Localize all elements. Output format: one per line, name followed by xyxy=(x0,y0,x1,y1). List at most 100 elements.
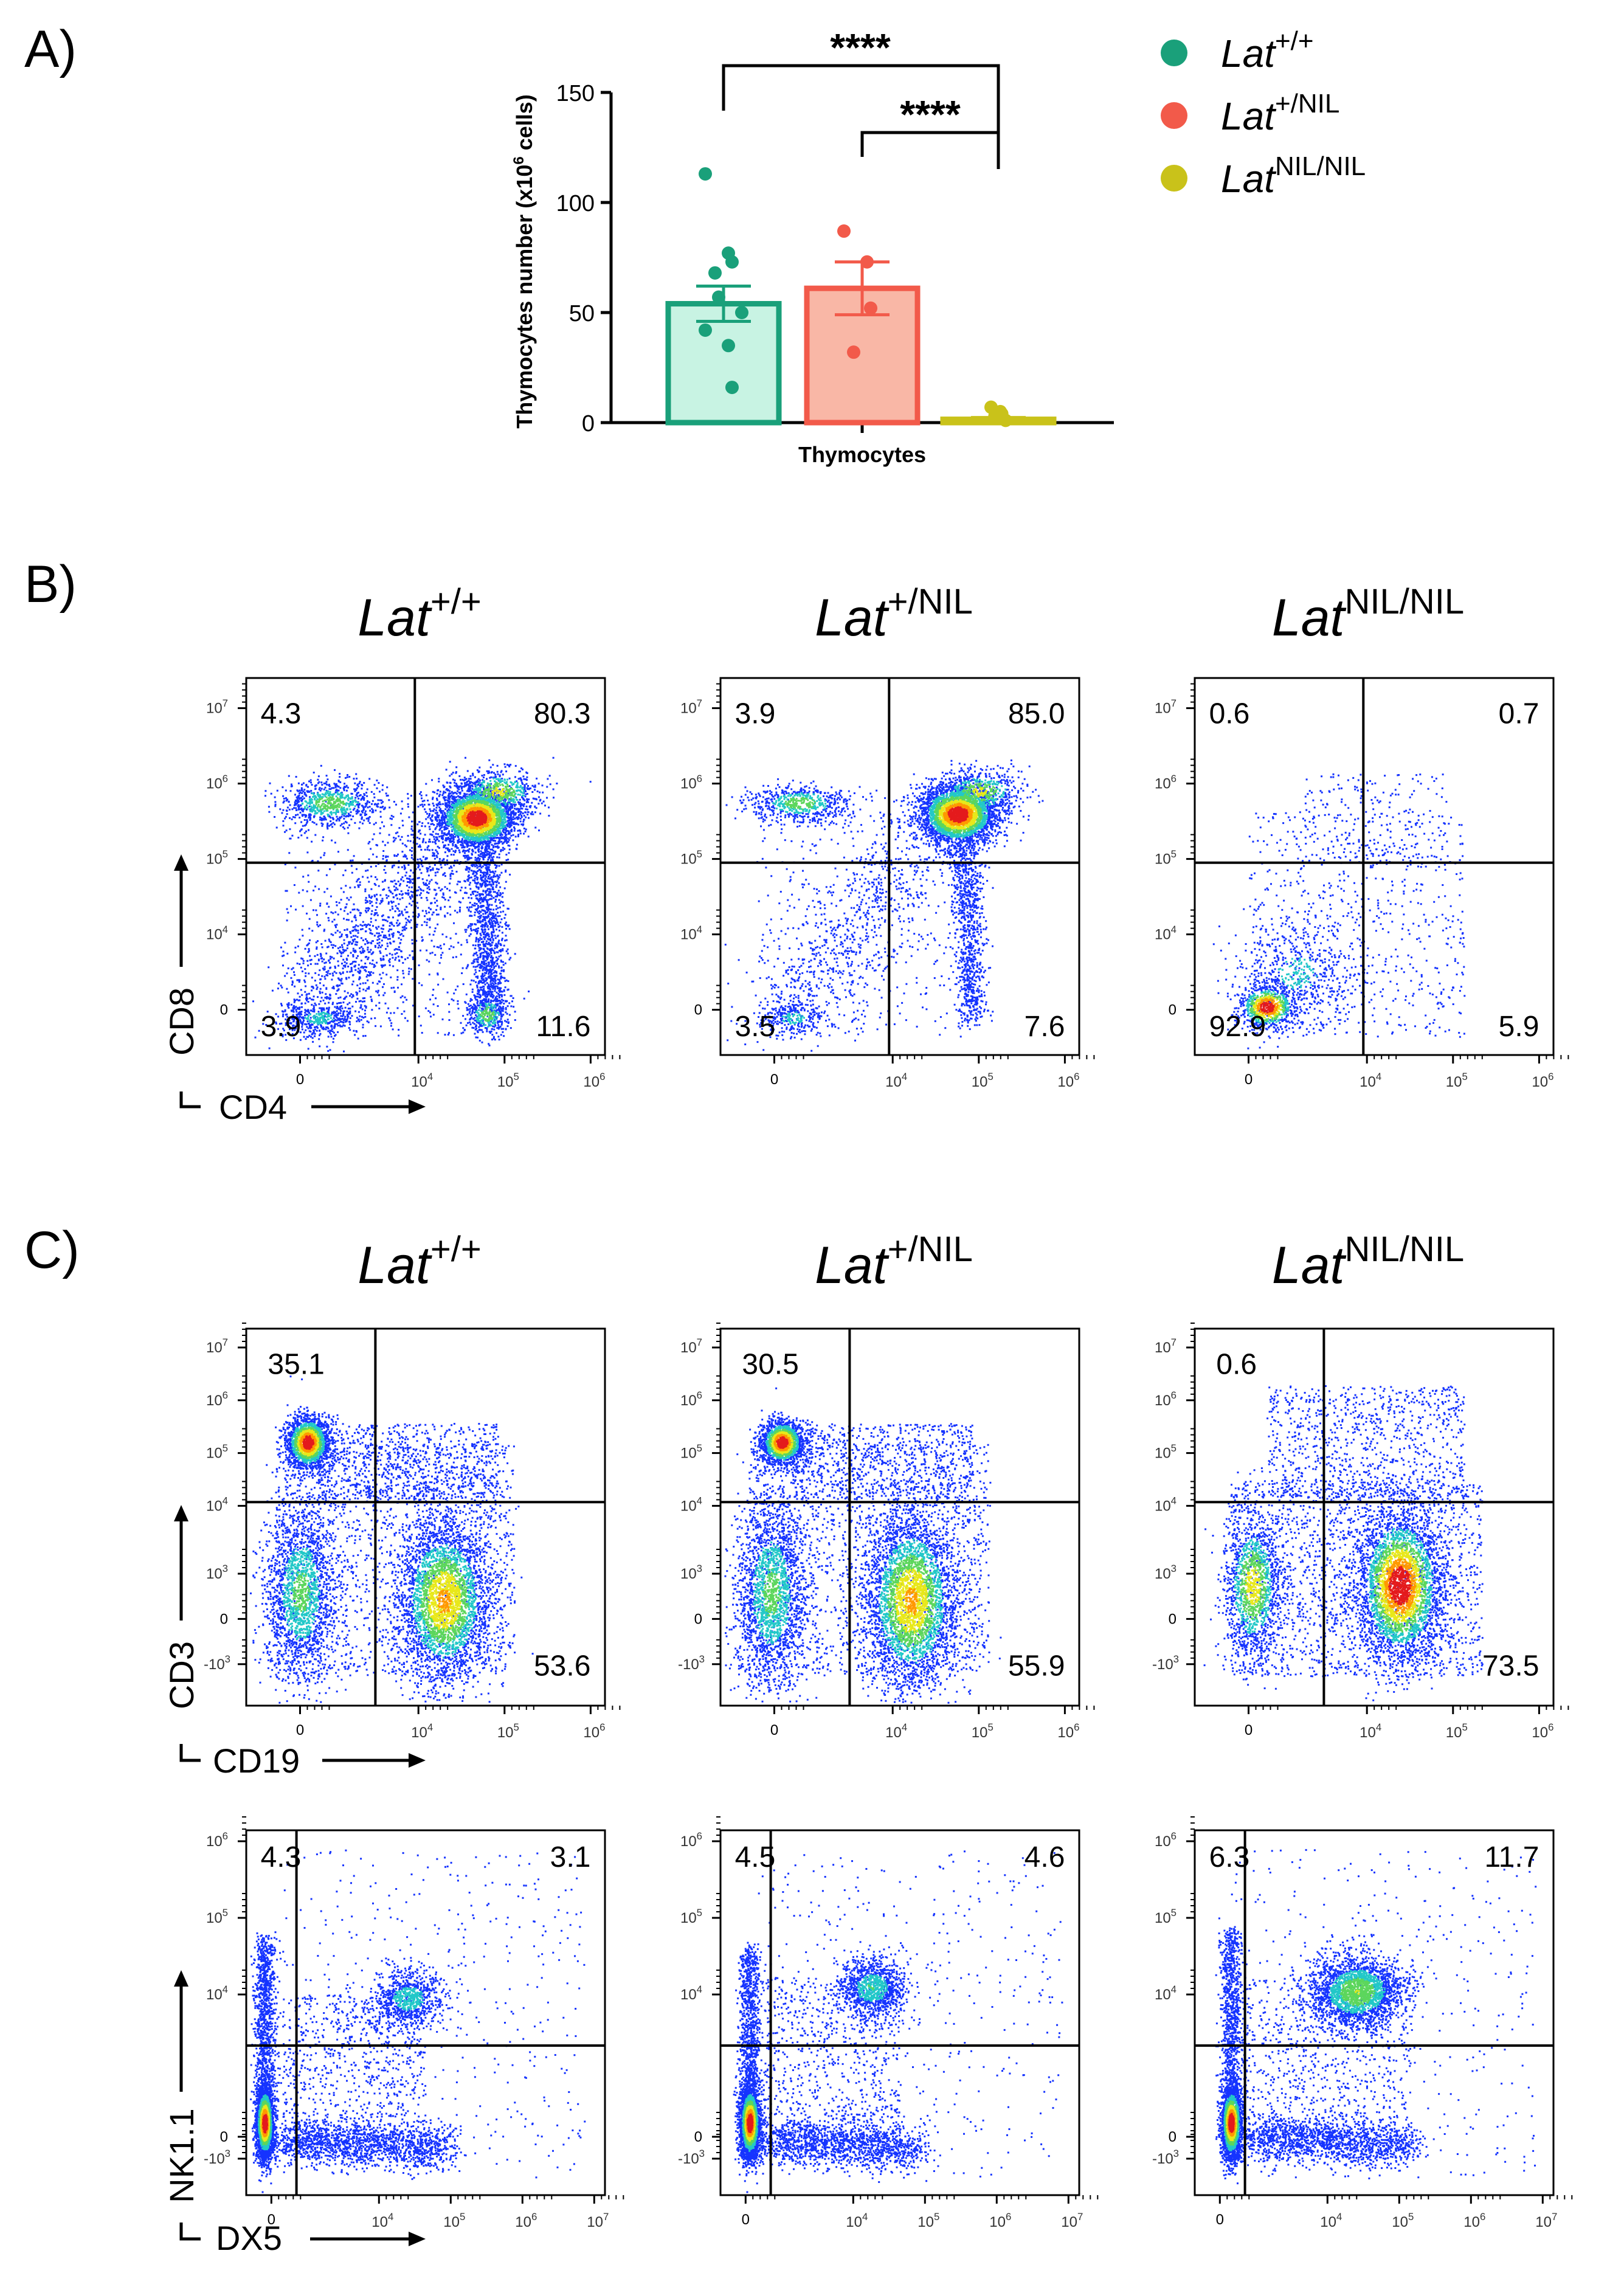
x-tick-label: 107 xyxy=(1535,2211,1557,2230)
quadrant-value: 30.5 xyxy=(742,1348,798,1380)
event-dots xyxy=(762,1428,937,1648)
b-genotype-3: LatNIL/NIL xyxy=(1272,582,1464,647)
x-tick-label: 104 xyxy=(371,2211,393,2230)
sig-label-1: **** xyxy=(830,26,891,69)
y-tick-label: 105 xyxy=(206,1907,228,1926)
event-dots xyxy=(1234,1527,1434,1644)
legend-marker-nil xyxy=(1161,165,1187,192)
y-tick-label: 106 xyxy=(1155,1830,1177,1850)
x-tick-label: 0 xyxy=(770,1071,778,1088)
b-axis-x-label: CD4 xyxy=(219,1088,287,1126)
quadrant-value: 0.7 xyxy=(1499,697,1539,730)
b-plot-nil: 0.6 0.7 92.9 5.9 107 106 105 104 0 0 104 105 106 xyxy=(1155,677,1569,1090)
y-tick-label: 105 xyxy=(1155,1442,1177,1462)
y-tick-label: 104 xyxy=(680,1495,702,1515)
x-tick-label: 107 xyxy=(587,2211,609,2230)
quadrant-value: 4.6 xyxy=(1025,1841,1065,1873)
event-dots xyxy=(1215,1849,1537,2185)
x-tick-label: 0 xyxy=(770,1722,778,1738)
y-tick-label: 106 xyxy=(680,1389,702,1409)
y-tick-label: 106 xyxy=(206,1389,228,1409)
event-dots xyxy=(724,759,1044,1052)
event-dots xyxy=(1260,1000,1275,1014)
y-tick-label: -103 xyxy=(678,1653,705,1673)
y-tick-label: 104 xyxy=(1155,1984,1177,2003)
data-point xyxy=(837,224,851,238)
y-tick-label: 105 xyxy=(206,848,228,868)
y-tick-label: 106 xyxy=(680,773,702,792)
quadrant-value: 3.9 xyxy=(261,1011,302,1043)
data-point xyxy=(864,301,877,315)
c-nk-plot-nil: 6.3 11.7 106 105 104 0 -103 0 104 105 106 107 xyxy=(1152,1816,1573,2230)
x-tick-label: 0 xyxy=(1245,1071,1253,1088)
x-tick-label: 106 xyxy=(1463,2211,1485,2230)
a-y-tick-label: 0 xyxy=(582,411,595,437)
plot-frame xyxy=(245,677,606,1056)
b-axis-y-label: CD8 xyxy=(162,988,201,1056)
x-tick-label: 0 xyxy=(296,1071,304,1088)
data-point xyxy=(860,255,874,269)
quadrant-value: 0.6 xyxy=(1209,697,1250,730)
event-dots xyxy=(250,1849,586,2193)
quadrant-value: 80.3 xyxy=(534,697,590,730)
event-dots xyxy=(733,1850,1063,2193)
x-tick-label: 105 xyxy=(1446,1721,1468,1741)
y-tick-label: 105 xyxy=(680,1907,702,1926)
x-tick-label: 105 xyxy=(917,2211,939,2230)
event-dots xyxy=(776,1436,789,1449)
y-tick-label: 107 xyxy=(1155,697,1177,717)
y-tick-label: 106 xyxy=(206,773,228,792)
b-axis-x-arrow xyxy=(311,1099,426,1114)
y-tick-label: 0 xyxy=(220,1611,228,1627)
event-dots xyxy=(315,782,516,1022)
y-tick-label: 104 xyxy=(1155,1495,1177,1515)
a-y-tick-label: 150 xyxy=(556,81,595,106)
quadrant-value: 11.6 xyxy=(536,1011,591,1043)
y-tick-label: 104 xyxy=(1155,924,1177,943)
quadrant-value: 4.3 xyxy=(261,1841,302,1873)
plot-frame xyxy=(1194,677,1555,1056)
c-nk-plot-het: 4.5 4.6 106 105 104 0 -103 0 104 105 106 107 xyxy=(678,1816,1099,2230)
c-row2-axis-corner xyxy=(179,2223,201,2241)
y-tick-label: 107 xyxy=(206,697,228,717)
x-tick-label: 104 xyxy=(885,1721,907,1741)
data-point xyxy=(712,290,725,304)
y-tick-label: 105 xyxy=(680,848,702,868)
y-tick-label: 107 xyxy=(1155,1337,1177,1356)
data-point xyxy=(725,381,739,395)
quadrant-value: 4.5 xyxy=(735,1841,776,1873)
y-tick-label: 0 xyxy=(1169,1611,1177,1627)
sig-label-2: **** xyxy=(900,92,961,136)
event-dots xyxy=(743,1984,874,2146)
quadrant-value: 3.1 xyxy=(550,1841,591,1873)
x-tick-label: 104 xyxy=(411,1071,433,1090)
quadrant-value: 6.3 xyxy=(1209,1841,1250,1873)
quadrant-value: 53.6 xyxy=(534,1650,590,1682)
quadrant-value: 7.6 xyxy=(1025,1011,1065,1043)
panel-b: B) Lat+/+ Lat+/NIL LatNIL/NIL 4.3 80.3 3.9… xyxy=(24,555,1569,1126)
y-tick-label: 0 xyxy=(694,2129,702,2145)
event-dots xyxy=(1212,773,1466,1050)
panel-c-label: C) xyxy=(24,1221,80,1279)
y-tick-label: -103 xyxy=(1152,2148,1179,2167)
y-tick-label: -103 xyxy=(678,2148,705,2167)
data-point xyxy=(699,323,712,337)
x-tick-label: 0 xyxy=(296,1722,304,1738)
data-point xyxy=(847,345,860,359)
legend-label-nil: LatNIL/NIL xyxy=(1221,151,1366,201)
quadrant-value: 85.0 xyxy=(1008,697,1065,730)
y-tick-label: 106 xyxy=(680,1830,702,1850)
quadrant-value: 11.7 xyxy=(1485,1841,1539,1873)
x-tick-label: 105 xyxy=(1446,1071,1468,1090)
event-dots xyxy=(1228,2112,1235,2133)
y-tick-label: 0 xyxy=(220,2129,228,2145)
data-point xyxy=(699,167,712,181)
a-y-axis-title: Thymocytes number (x106 cells) xyxy=(511,94,537,429)
data-point xyxy=(722,339,735,353)
c-row2-axis-x-arrow xyxy=(310,2232,426,2246)
panel-a: A) 0 50 100 150 Thymocytes number (x106 cel… xyxy=(24,20,1366,467)
x-tick-label: 104 xyxy=(885,1071,907,1090)
c-cd3-plot-wt: 35.1 53.6 107 106 105 104 103 0 -103 0 104 105 106 xyxy=(204,1323,621,1741)
x-tick-label: 104 xyxy=(1320,2211,1342,2230)
x-tick-label: 0 xyxy=(1245,1722,1253,1738)
